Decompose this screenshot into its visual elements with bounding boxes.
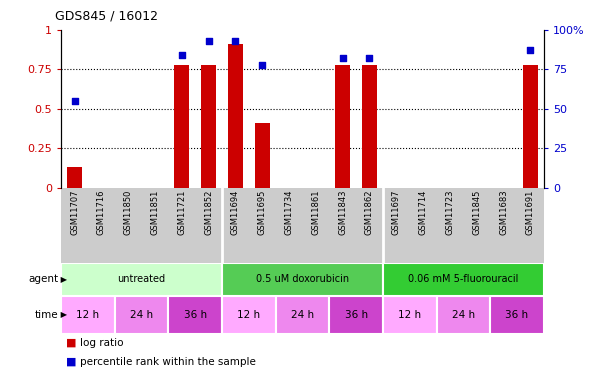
Text: 36 h: 36 h xyxy=(184,310,207,320)
Text: GSM11843: GSM11843 xyxy=(338,190,347,235)
Text: 24 h: 24 h xyxy=(291,310,314,320)
Text: GSM11845: GSM11845 xyxy=(472,190,481,235)
Bar xyxy=(255,123,269,188)
Bar xyxy=(61,296,115,334)
Text: 0.06 mM 5-fluorouracil: 0.06 mM 5-fluorouracil xyxy=(408,274,519,284)
Bar xyxy=(115,296,169,334)
Text: GSM11691: GSM11691 xyxy=(526,190,535,235)
Text: 0.5 uM doxorubicin: 0.5 uM doxorubicin xyxy=(256,274,349,284)
Text: GSM11723: GSM11723 xyxy=(445,190,455,235)
Bar xyxy=(329,296,383,334)
Bar xyxy=(228,44,243,188)
Point xyxy=(365,56,375,62)
Bar xyxy=(383,296,436,334)
Text: GSM11861: GSM11861 xyxy=(312,190,320,235)
Text: GSM11697: GSM11697 xyxy=(392,190,401,235)
Text: GSM11734: GSM11734 xyxy=(285,190,293,235)
Bar xyxy=(335,64,350,188)
Text: ▶: ▶ xyxy=(58,275,67,284)
Text: GSM11850: GSM11850 xyxy=(123,190,133,235)
Text: log ratio: log ratio xyxy=(81,338,124,348)
Point xyxy=(338,56,348,62)
Bar xyxy=(276,296,329,334)
Point xyxy=(525,48,535,54)
Bar xyxy=(222,262,383,296)
Point xyxy=(257,62,267,68)
Text: untreated: untreated xyxy=(117,274,166,284)
Text: agent: agent xyxy=(28,274,58,284)
Text: 36 h: 36 h xyxy=(505,310,529,320)
Text: GSM11683: GSM11683 xyxy=(499,190,508,236)
Bar xyxy=(436,296,490,334)
Text: GSM11852: GSM11852 xyxy=(204,190,213,235)
Text: GSM11851: GSM11851 xyxy=(150,190,159,235)
Text: GSM11695: GSM11695 xyxy=(258,190,267,235)
Text: GDS845 / 16012: GDS845 / 16012 xyxy=(55,9,158,22)
Text: GSM11694: GSM11694 xyxy=(231,190,240,235)
Bar xyxy=(174,64,189,188)
Bar xyxy=(383,262,544,296)
Point xyxy=(203,38,213,44)
Text: GSM11714: GSM11714 xyxy=(419,190,428,235)
Text: 24 h: 24 h xyxy=(130,310,153,320)
Text: GSM11721: GSM11721 xyxy=(177,190,186,235)
Bar xyxy=(490,296,544,334)
Text: GSM11707: GSM11707 xyxy=(70,190,79,235)
Text: ■: ■ xyxy=(66,338,76,348)
Bar xyxy=(61,262,222,296)
Text: 12 h: 12 h xyxy=(76,310,100,320)
Text: 36 h: 36 h xyxy=(345,310,368,320)
Text: 12 h: 12 h xyxy=(237,310,260,320)
Point xyxy=(177,52,187,58)
Text: time: time xyxy=(34,310,58,320)
Bar xyxy=(222,296,276,334)
Point xyxy=(230,38,240,44)
Text: percentile rank within the sample: percentile rank within the sample xyxy=(81,357,256,367)
Text: GSM11716: GSM11716 xyxy=(97,190,106,235)
Bar xyxy=(169,296,222,334)
Point xyxy=(70,98,79,104)
Bar xyxy=(67,167,82,188)
Text: ■: ■ xyxy=(66,357,76,367)
Bar xyxy=(201,64,216,188)
Text: ▶: ▶ xyxy=(58,310,67,320)
Text: 24 h: 24 h xyxy=(452,310,475,320)
Bar xyxy=(523,64,538,188)
Text: GSM11862: GSM11862 xyxy=(365,190,374,235)
Text: 12 h: 12 h xyxy=(398,310,421,320)
Bar xyxy=(362,64,377,188)
